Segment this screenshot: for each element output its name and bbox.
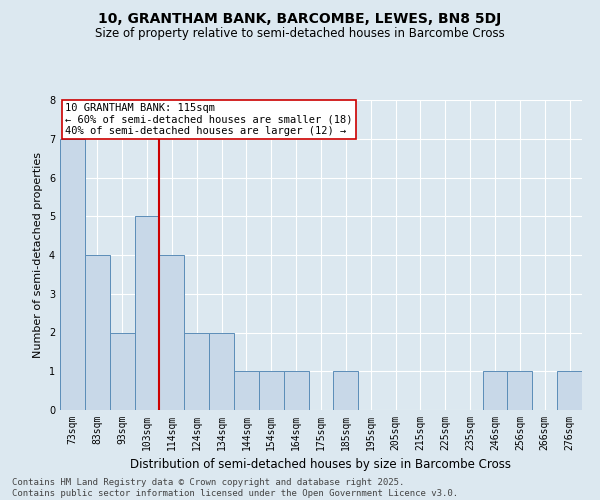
X-axis label: Distribution of semi-detached houses by size in Barcombe Cross: Distribution of semi-detached houses by … [131, 458, 511, 471]
Bar [557, 371, 582, 410]
Bar [508, 371, 532, 410]
Bar [184, 332, 209, 410]
Text: 10, GRANTHAM BANK, BARCOMBE, LEWES, BN8 5DJ: 10, GRANTHAM BANK, BARCOMBE, LEWES, BN8 … [98, 12, 502, 26]
Bar [60, 138, 85, 410]
Bar [284, 371, 308, 410]
Text: 10 GRANTHAM BANK: 115sqm
← 60% of semi-detached houses are smaller (18)
40% of s: 10 GRANTHAM BANK: 115sqm ← 60% of semi-d… [65, 103, 353, 136]
Text: Contains HM Land Registry data © Crown copyright and database right 2025.
Contai: Contains HM Land Registry data © Crown c… [12, 478, 458, 498]
Bar [482, 371, 508, 410]
Bar [259, 371, 284, 410]
Bar [85, 255, 110, 410]
Bar [209, 332, 234, 410]
Bar [234, 371, 259, 410]
Bar [160, 255, 184, 410]
Y-axis label: Number of semi-detached properties: Number of semi-detached properties [34, 152, 43, 358]
Bar [334, 371, 358, 410]
Bar [110, 332, 134, 410]
Text: Size of property relative to semi-detached houses in Barcombe Cross: Size of property relative to semi-detach… [95, 28, 505, 40]
Bar [134, 216, 160, 410]
